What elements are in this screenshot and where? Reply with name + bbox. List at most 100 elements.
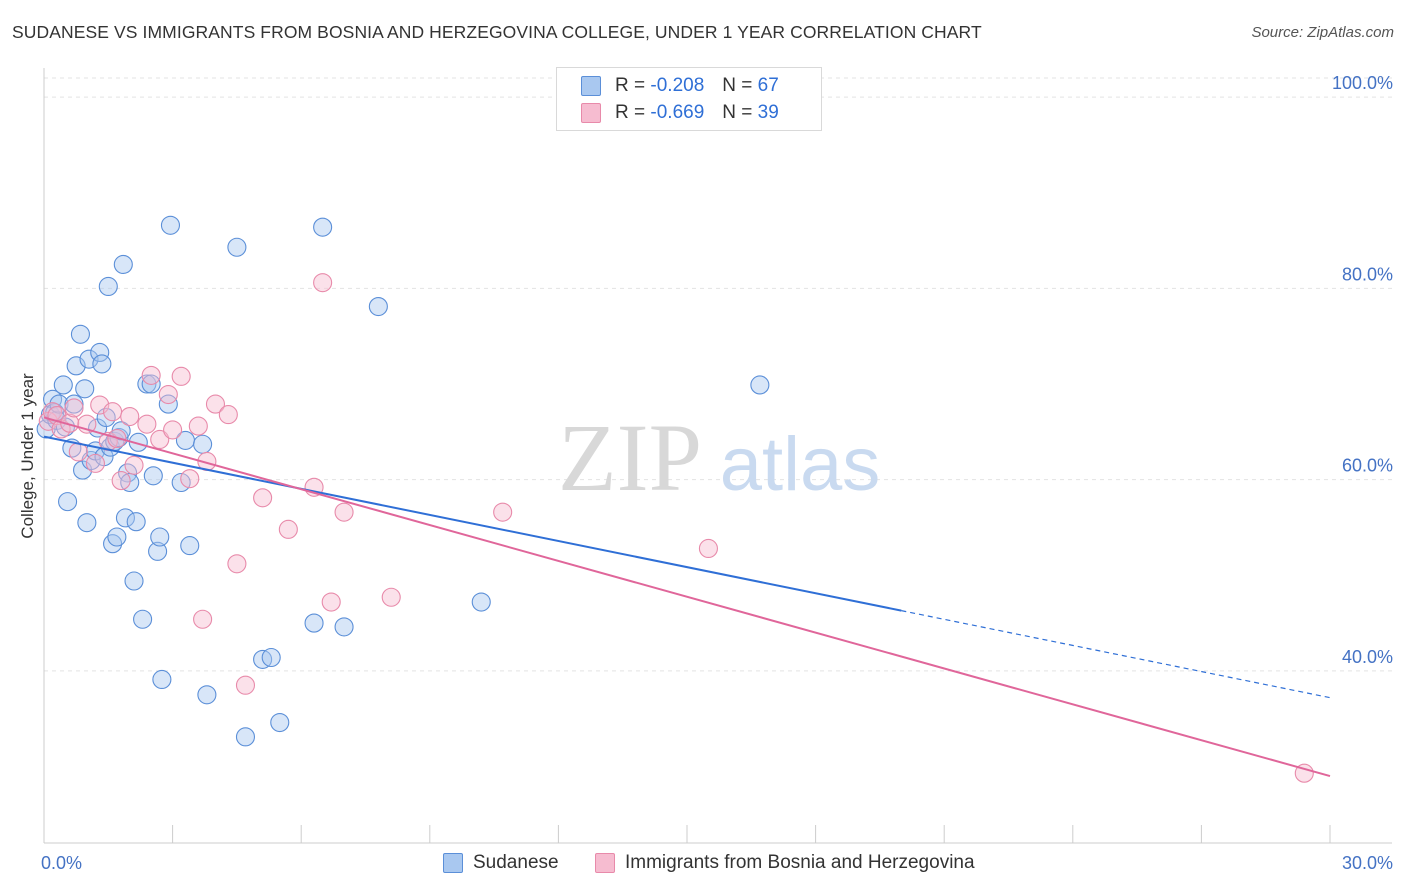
legend-row-bosnia: R = -0.669 N = 39 [581,101,779,125]
legend-r-label: R = [615,102,646,123]
bosnia-point [171,366,191,386]
sudanese-point [70,324,90,344]
sudanese-point [58,492,78,512]
sudanese-point [128,432,148,452]
legend-row-sudanese: R = -0.208 N = 67 [581,74,779,98]
bosnia-point [218,405,238,425]
bosnia-point [60,413,80,433]
bosnia-points [38,273,1314,783]
legend-n-label: N = [722,75,753,96]
sudanese-point [92,354,112,374]
legend-n-value: 39 [757,102,779,123]
bosnia-point [334,502,354,522]
sudanese-point [113,254,133,275]
sudanese-point [126,512,146,532]
bosnia-point [137,414,157,434]
bottom-legend-bosnia: Immigrants from Bosnia and Herzegovina [595,852,975,874]
sudanese-point [261,647,281,668]
bosnia-point [180,469,200,489]
legend-swatch-pink [581,103,601,123]
sudanese-point [750,375,770,395]
bosnia-trendline [43,416,1331,778]
bosnia-point [253,488,273,508]
sudanese-point [137,374,157,394]
sudanese-point [270,712,290,733]
legend-r-value: -0.669 [650,102,705,123]
bosnia-point [321,592,341,612]
chart-title: SUDANESE VS IMMIGRANTS FROM BOSNIA AND H… [12,22,982,42]
sudanese-point [77,513,97,533]
sudanese-point [115,508,135,528]
sudanese-point [107,527,127,547]
sudanese-point [90,342,110,362]
sudanese-points [36,215,770,747]
bottom-legend-swatch-pink [595,853,615,873]
sudanese-point [98,276,118,297]
bosnia-point [493,502,513,522]
watermark: ZIP atlas [558,404,880,511]
sudanese-trendline [43,435,902,612]
bosnia-point [698,538,718,559]
legend-swatch-blue [581,76,601,96]
watermark-atlas: atlas [720,422,881,507]
watermark-zip: ZIP [558,404,702,511]
legend-n-value: 67 [757,75,779,96]
legend-r-label: R = [615,75,646,96]
bosnia-point [158,384,178,405]
sudanese-trendline-extension [901,610,1331,699]
bosnia-point [1294,763,1314,783]
legend-r-value: -0.208 [650,75,705,96]
sudanese-point [53,375,73,395]
sudanese-point [158,394,178,414]
bosnia-point [120,406,140,427]
bosnia-point [193,609,213,629]
bosnia-point [85,453,105,473]
bosnia-point [150,429,170,450]
legend-n-label: N = [722,102,753,123]
bottom-legend: Sudanese Immigrants from Bosnia and Herz… [0,852,1406,878]
sudanese-point [334,617,354,637]
bosnia-point [188,416,208,436]
sudanese-point [75,379,95,399]
source-label: Source: ZipAtlas.com [1251,24,1394,41]
y-tick-label: 100.0% [1332,73,1393,93]
bosnia-point [103,402,123,422]
sudanese-point [150,527,170,547]
bosnia-point [205,394,226,414]
sudanese-point [79,349,99,369]
bottom-legend-label-bosnia: Immigrants from Bosnia and Herzegovina [625,852,975,873]
sudanese-point [227,237,247,257]
sudanese-point [197,685,217,705]
bosnia-point [163,420,183,440]
bosnia-point [235,675,256,695]
bosnia-point [278,519,298,539]
sudanese-point [180,536,200,556]
y-tick-label: 40.0% [1342,647,1393,667]
bosnia-point [381,587,401,607]
sudanese-point [193,434,213,454]
x-tick-label: 0.0% [41,853,82,873]
sudanese-point [368,296,388,317]
bottom-legend-sudanese: Sudanese [443,852,559,874]
bosnia-point [141,365,161,385]
bosnia-point [64,398,84,418]
bosnia-point [313,273,333,293]
axes [43,68,1392,844]
sudanese-point [148,541,168,561]
trendlines [43,416,1331,778]
sudanese-point [133,609,153,629]
sudanese-point [235,727,256,747]
bosnia-point [111,471,131,491]
y-tick-label: 80.0% [1342,264,1393,284]
sudanese-point [471,592,491,612]
sudanese-point [304,613,324,633]
sudanese-point [160,215,181,235]
sudanese-point [313,217,333,237]
y-axis-title: College, Under 1 year [18,373,37,539]
axis-labels: 40.0% 60.0% 80.0% 100.0% 0.0% 30.0% [41,73,1393,873]
x-tick-label: 30.0% [1342,853,1393,873]
sudanese-point [49,394,69,414]
bosnia-point [124,455,144,475]
sudanese-point [124,571,144,591]
